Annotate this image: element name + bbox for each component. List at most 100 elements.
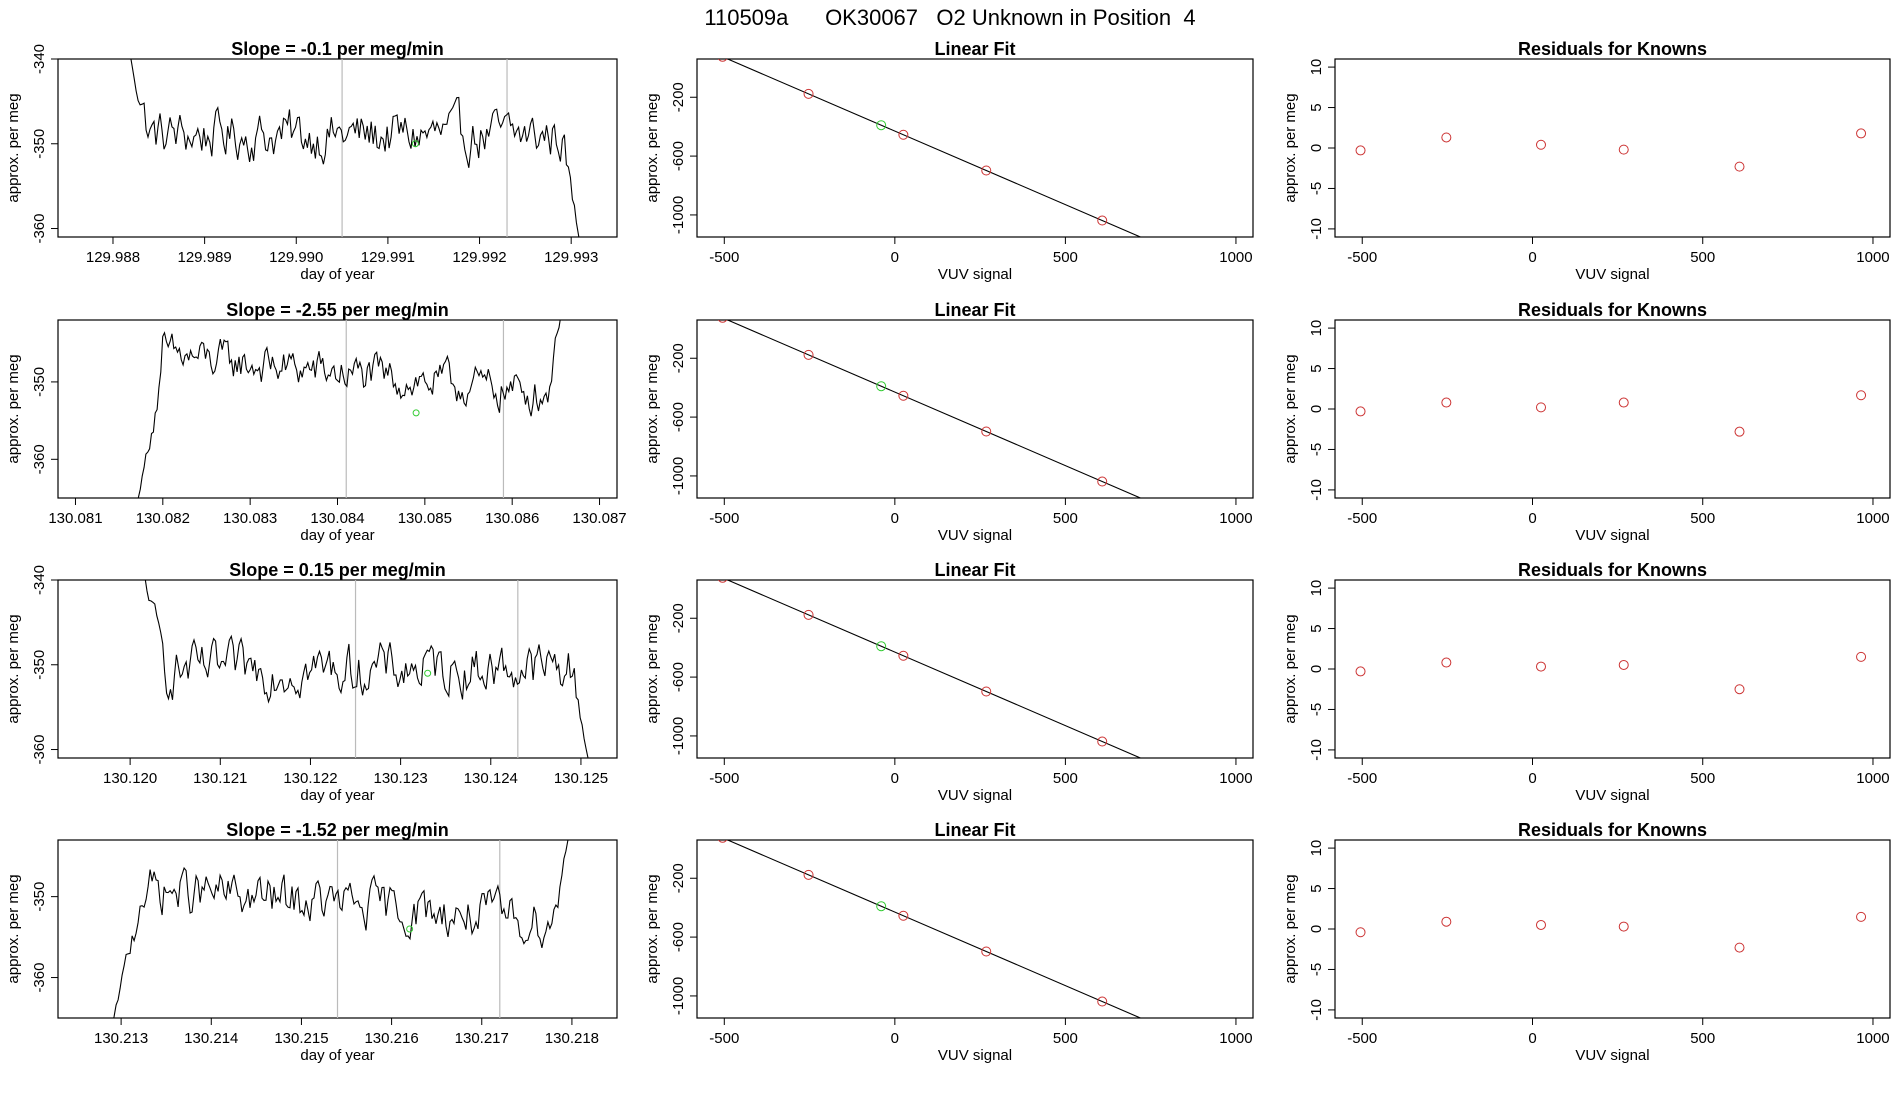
known-point [898, 910, 909, 921]
x-tick-label: 0 [891, 249, 899, 266]
plot-frame [1334, 58, 1891, 238]
panel-r1-c2: Residuals for Knowns -500 0 500 1000 VUV sign… [1282, 300, 1891, 544]
residual-point [1355, 406, 1366, 417]
panel-title: Residuals for Knowns [1518, 820, 1707, 840]
y-tick-label: 10 [1308, 840, 1325, 857]
x-axis-label: VUV signal [1575, 527, 1649, 544]
known-point [1097, 215, 1108, 226]
known-point [803, 88, 814, 99]
y-tick-label: -5 [1308, 703, 1325, 716]
x-tick-label: 500 [1053, 510, 1078, 527]
residual-point [1856, 128, 1867, 139]
y-tick-label: 10 [1308, 320, 1325, 337]
y-tick-label: -5 [1308, 182, 1325, 195]
x-tick-label: 1000 [1856, 249, 1889, 266]
x-axis-label: VUV signal [938, 527, 1012, 544]
unknown-point [876, 120, 887, 131]
residual-point [1856, 390, 1867, 401]
x-tick-label: 129.988 [86, 249, 140, 266]
x-tick-label: 1000 [1856, 510, 1889, 527]
plot-area [144, 580, 589, 758]
panel-title: Slope = -0.1 per meg/min [231, 39, 444, 59]
y-axis-label: approx. per meg [644, 874, 661, 983]
x-tick-label: -500 [709, 1030, 739, 1047]
y-axis-label: approx. per meg [1282, 614, 1299, 723]
x-tick-label: 130.216 [364, 1030, 418, 1047]
residual-point [1355, 666, 1366, 677]
x-tick-label: 130.085 [398, 510, 452, 527]
known-point [1220, 530, 1229, 539]
x-tick-label: 129.992 [452, 249, 506, 266]
residual-point [1535, 661, 1546, 672]
y-tick-label: 5 [1308, 884, 1325, 892]
y-tick-label: 0 [1308, 144, 1325, 152]
unknown-point [876, 901, 887, 912]
residual-point [1355, 927, 1366, 938]
known-point [981, 426, 992, 437]
residual-point [1734, 684, 1745, 695]
plot-frame [696, 579, 1254, 759]
x-axis-label: VUV signal [938, 787, 1012, 804]
x-axis-label: VUV signal [938, 266, 1012, 283]
x-tick-label: 130.217 [455, 1030, 509, 1047]
x-axis-label: VUV signal [938, 1047, 1012, 1064]
known-point [718, 840, 728, 843]
known-point [981, 686, 992, 697]
x-axis-label: VUV signal [1575, 787, 1649, 804]
known-point [898, 390, 909, 401]
y-tick-label: -10 [1308, 999, 1325, 1021]
x-tick-label: 1000 [1219, 770, 1252, 787]
y-axis-label: approx. per meg [5, 93, 22, 202]
x-tick-label: 130.120 [103, 770, 157, 787]
fit-line [726, 580, 1142, 758]
plot-frame [57, 319, 618, 499]
x-tick-label: 0 [1528, 770, 1536, 787]
plot-area [718, 580, 1142, 758]
y-tick-label: -350 [31, 882, 48, 912]
x-tick-label: 129.991 [361, 249, 415, 266]
x-tick-label: 500 [1690, 770, 1715, 787]
x-tick-label: 129.993 [544, 249, 598, 266]
x-tick-label: 130.083 [223, 510, 277, 527]
x-tick-label: 0 [891, 1030, 899, 1047]
known-point [1097, 996, 1108, 1007]
known-point [718, 320, 728, 323]
page-title: 110509a OK30067 O2 Unknown in Position 4 [704, 5, 1195, 30]
y-axis-label: approx. per meg [1282, 354, 1299, 463]
x-tick-label: 129.990 [269, 249, 323, 266]
data-trace [144, 580, 589, 758]
y-tick-label: -360 [31, 735, 48, 765]
x-tick-label: 0 [891, 510, 899, 527]
residual-point [1618, 659, 1629, 670]
y-tick-label: -200 [670, 343, 687, 373]
x-tick-label: 500 [1053, 1030, 1078, 1047]
known-point [1220, 1050, 1229, 1059]
residual-point [1441, 657, 1452, 668]
known-point [898, 129, 909, 140]
y-tick-label: -10 [1308, 479, 1325, 501]
known-point [718, 59, 728, 62]
residual-point [1355, 145, 1366, 156]
y-axis-label: approx. per meg [1282, 93, 1299, 202]
fit-line [726, 59, 1142, 237]
x-tick-label: -500 [709, 510, 739, 527]
y-tick-label: 5 [1308, 364, 1325, 372]
plot-frame [696, 839, 1254, 1019]
x-tick-label: 500 [1690, 249, 1715, 266]
x-tick-label: 130.087 [572, 510, 626, 527]
x-tick-label: 130.124 [464, 770, 518, 787]
residual-point [1734, 942, 1745, 953]
y-axis-label: approx. per meg [1282, 874, 1299, 983]
plot-area [137, 320, 561, 498]
y-axis-label: approx. per meg [644, 93, 661, 202]
unknown-point [876, 381, 887, 392]
plot-area [113, 840, 569, 1018]
x-tick-label: -500 [1347, 510, 1377, 527]
known-point [981, 946, 992, 957]
y-tick-label: -350 [31, 129, 48, 159]
x-tick-label: 130.123 [373, 770, 427, 787]
y-tick-label: 10 [1308, 59, 1325, 76]
known-point [898, 650, 909, 661]
x-tick-label: -500 [1347, 249, 1377, 266]
